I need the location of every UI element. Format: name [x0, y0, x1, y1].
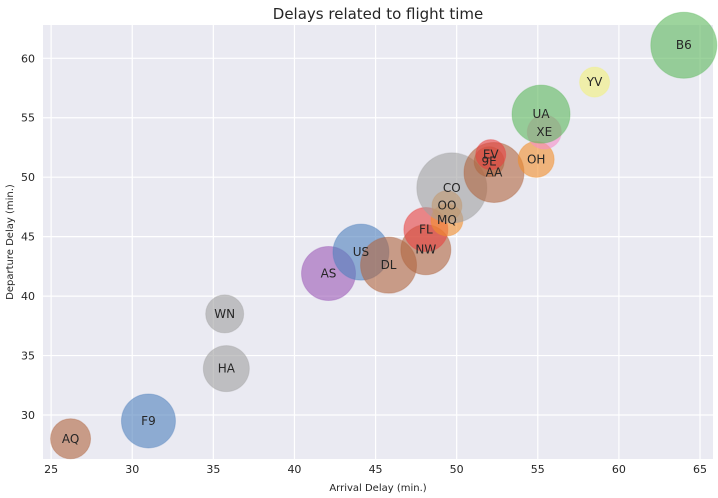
bubble-label-ev: EV [483, 148, 500, 162]
y-tick-label: 50 [21, 171, 35, 184]
bubble-label-us: US [353, 245, 369, 259]
y-tick-label: 60 [21, 52, 35, 65]
bubble-label-yv: YV [586, 75, 603, 89]
grid [43, 25, 713, 459]
bubble-ua [511, 84, 571, 144]
x-axis-label: Arrival Delay (min.) [329, 483, 426, 494]
chart-title: Delays related to flight time [273, 5, 483, 23]
bubble-label-aq: AQ [62, 432, 79, 446]
bubble-f9 [120, 393, 176, 449]
y-tick-label: 35 [21, 350, 35, 363]
bubble-yv [579, 66, 611, 98]
bubble-label-xe: XE [536, 125, 552, 139]
bubble-label-wn: WN [214, 307, 235, 321]
bubble-ha [202, 345, 250, 393]
y-tick-label: 40 [21, 290, 35, 303]
bubble-label-as: AS [321, 267, 337, 281]
bubble-ev [475, 139, 507, 171]
bubble-label-fl: FL [419, 223, 433, 237]
bubble-aq [50, 418, 92, 460]
bubble-label-dl: DL [381, 258, 397, 272]
x-tick-labels: 25 30 35 40 45 50 55 60 65 [44, 463, 707, 476]
x-tick-label: 30 [125, 463, 139, 476]
bubble-label-oo: OO [438, 199, 457, 213]
x-tick-label: 55 [531, 463, 545, 476]
bubble-b6 [650, 11, 718, 79]
y-tick-label: 45 [21, 231, 35, 244]
bubble-label-b6: B6 [676, 38, 692, 52]
bubble-label-oh: OH [527, 152, 545, 166]
bubble-label-f9: F9 [141, 414, 156, 428]
x-tick-label: 60 [612, 463, 626, 476]
y-tick-labels: 30 35 40 45 50 55 60 [21, 52, 35, 422]
x-tick-label: 35 [206, 463, 220, 476]
y-tick-label: 30 [21, 409, 35, 422]
bubble-label-mq: MQ [437, 213, 457, 227]
bubble-label-nw: NW [415, 243, 436, 257]
bubble-label-aa: AA [486, 165, 504, 179]
bubble-label-9e: 9E [482, 155, 497, 169]
bubble-label-co: CO [443, 181, 461, 195]
bubble-wn [205, 294, 245, 334]
bubbles [50, 11, 718, 460]
x-tick-label: 25 [44, 463, 58, 476]
x-tick-label: 50 [450, 463, 464, 476]
x-tick-label: 65 [693, 463, 707, 476]
x-tick-label: 40 [287, 463, 301, 476]
bubble-label-ua: UA [533, 107, 551, 121]
y-tick-label: 55 [21, 112, 35, 125]
bubble-label-ha: HA [218, 362, 236, 376]
y-axis-label: Departure Delay (min.) [5, 184, 16, 300]
x-tick-label: 45 [369, 463, 383, 476]
